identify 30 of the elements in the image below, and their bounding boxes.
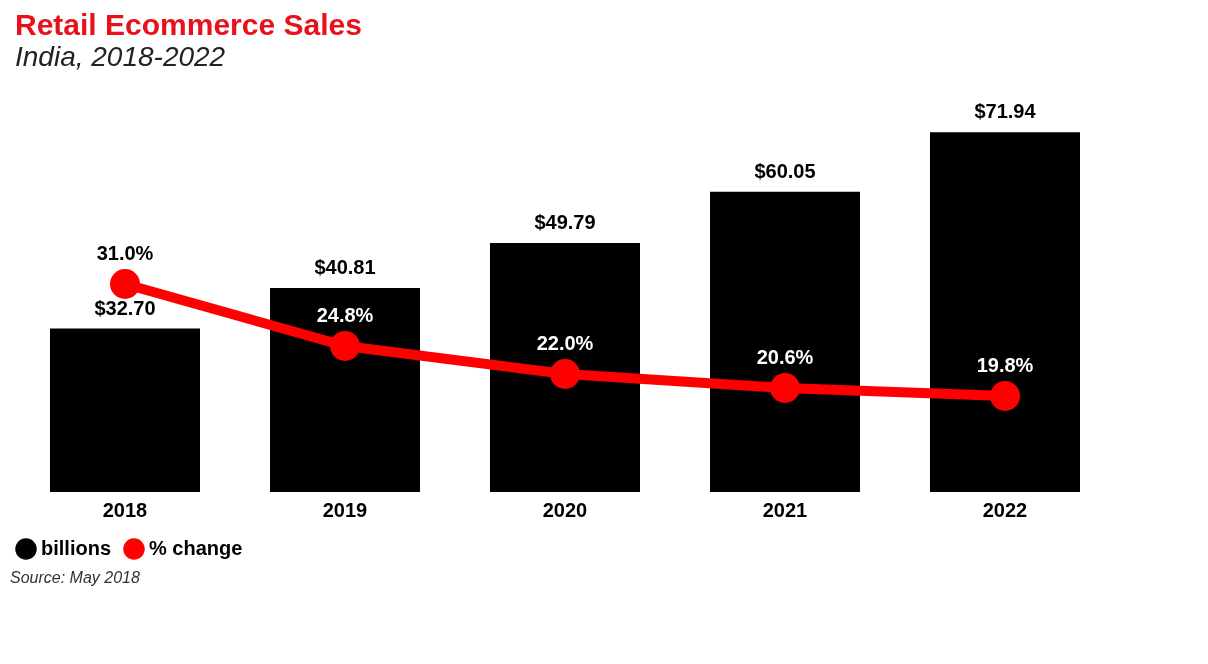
chart-title: Retail Ecommerce Sales xyxy=(15,8,362,41)
data-label: $40.81 xyxy=(314,255,376,278)
data-label: 20.6% xyxy=(756,346,814,368)
point xyxy=(770,373,800,403)
legend-label: billions xyxy=(41,537,111,559)
bar xyxy=(710,191,860,492)
source-note: Source: May 2018 xyxy=(10,569,141,587)
x-tick-label: 2021 xyxy=(762,498,808,521)
point xyxy=(110,269,140,299)
data-label: 19.8% xyxy=(976,354,1034,376)
bar xyxy=(270,287,420,492)
data-label: $32.70 xyxy=(94,296,156,319)
data-label: $71.94 xyxy=(974,100,1037,123)
data-label: 22.0% xyxy=(536,332,594,354)
point xyxy=(330,331,360,361)
bar xyxy=(490,243,640,492)
data-label: 24.8% xyxy=(316,304,374,326)
bar xyxy=(50,328,200,492)
data-label: $60.05 xyxy=(754,159,816,182)
data-label: $49.79 xyxy=(534,211,596,234)
point xyxy=(550,359,580,389)
data-label: 31.0% xyxy=(96,242,154,264)
legend-label: % change xyxy=(149,537,243,559)
chart-subtitle: India, 2018-2022 xyxy=(15,41,226,72)
bar xyxy=(930,132,1080,492)
x-tick-label: 2022 xyxy=(982,498,1028,521)
x-tick-label: 2020 xyxy=(542,498,588,521)
point xyxy=(990,381,1020,411)
x-tick-label: 2018 xyxy=(102,498,148,521)
x-tick-label: 2019 xyxy=(322,498,368,521)
